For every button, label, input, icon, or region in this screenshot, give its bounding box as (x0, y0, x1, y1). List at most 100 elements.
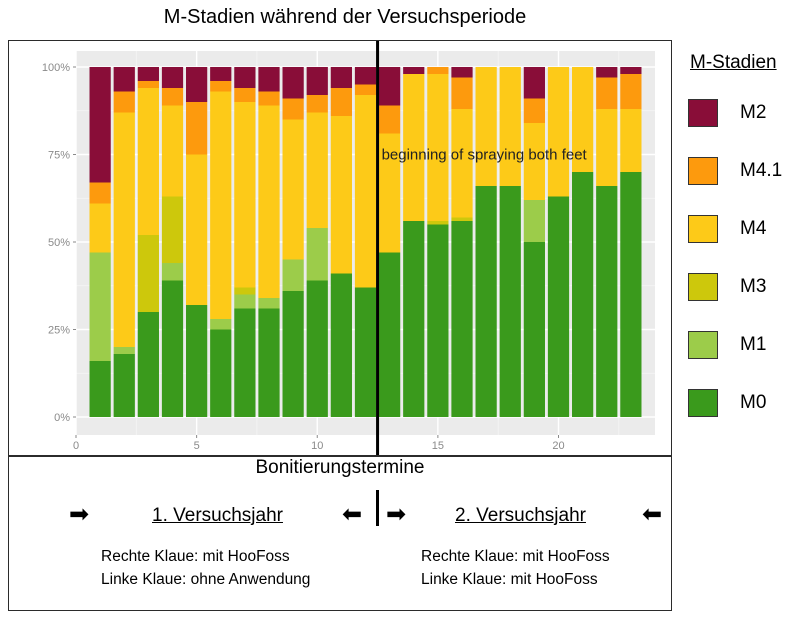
legend-swatch (688, 331, 718, 359)
legend-label: M1 (740, 334, 767, 355)
bar-segment-m0 (620, 172, 642, 417)
legend-label: M2 (740, 102, 767, 123)
bar-segment-m2 (306, 67, 328, 95)
bar-segment-m2 (403, 67, 425, 74)
bar-segment-m0 (379, 252, 401, 417)
bar-segment-m1 (282, 259, 304, 291)
bar-segment-m3 (451, 217, 473, 221)
bar-segment-m0 (210, 329, 232, 417)
bar-segment-m4-1 (282, 98, 304, 120)
bar-segment-m2 (161, 67, 184, 88)
bar-segment-m0 (137, 312, 159, 417)
bar-segment-m4-1 (161, 88, 184, 106)
arrow-left-icon: ⬅ (642, 501, 663, 528)
bar-segment-m0 (113, 354, 135, 417)
bar-segment-m4 (547, 67, 570, 197)
bar-segment-m1 (258, 298, 280, 309)
bar-segment-m4-1 (137, 81, 159, 88)
bar-segment-m4-1 (620, 74, 642, 109)
bar-segment-m4-1 (523, 98, 545, 123)
bar-segment-m2 (113, 67, 135, 92)
bar-segment-m0 (523, 242, 545, 417)
bar-segment-m2 (89, 67, 111, 183)
bar-segment-m0 (89, 361, 111, 417)
legend-swatch (688, 273, 718, 301)
bar-segment-m4-1 (330, 88, 352, 116)
bar-segment-m0 (547, 196, 570, 417)
spraying-annotation: beginning of spraying both feet (382, 147, 588, 164)
y-tick-label: 50% (48, 237, 70, 249)
stacked-bar-chart: 0% 25% 50% 75% 100% 0 5 10 15 20 beginning of spra… (42, 41, 655, 455)
bar-segment-m4-1 (451, 77, 473, 109)
bar-segment-m4-1 (306, 95, 328, 113)
bar-segment-m2 (354, 67, 377, 85)
bar-segment-m3 (234, 287, 256, 295)
bar-segment-m4 (330, 116, 352, 274)
arrow-left-icon: ⬅ (342, 501, 363, 528)
bar-segment-m0 (427, 224, 449, 417)
bar-segment-m4 (596, 109, 618, 186)
bar-segment-m4 (258, 105, 280, 298)
year2-note-right: Rechte Klaue: mit HooFoss (421, 548, 610, 565)
bottom-panel: Bonitierungstermine ➡ 1. Versuchsjahr ⬅ … (8, 456, 672, 611)
bar-segment-m0 (475, 186, 497, 417)
bar-segment-m2 (596, 67, 618, 78)
bar-segment-m2 (258, 67, 280, 92)
arrow-right-icon: ➡ (386, 501, 407, 528)
bar-segment-m4 (572, 67, 594, 172)
bar-segment-m0 (161, 280, 184, 417)
bar-segment-m2 (282, 67, 304, 99)
chart-panel: 0% 25% 50% 75% 100% 0 5 10 15 20 beginning of spra… (8, 40, 672, 456)
bar-segment-m0 (451, 221, 473, 417)
year2-title: 2. Versuchsjahr (455, 505, 586, 526)
bar-segment-m4 (282, 119, 304, 260)
legend-label: M4 (740, 218, 767, 239)
bar-segment-m4 (161, 105, 184, 197)
legend-label: M4.1 (740, 160, 783, 181)
bar-segment-m4 (113, 112, 135, 347)
bar-segment-m2 (330, 67, 352, 88)
bar-segment-m0 (282, 291, 304, 417)
bar-segment-m2 (620, 67, 642, 74)
bar-segment-m4-1 (113, 91, 135, 113)
year1-title: 1. Versuchsjahr (152, 505, 283, 526)
year1-note-right: Rechte Klaue: mit HooFoss (101, 548, 290, 565)
bar-segment-m1 (161, 263, 184, 281)
x-tick-label: 20 (552, 440, 564, 452)
bar-segment-m0 (330, 273, 352, 417)
bar-segment-m4-1 (186, 102, 208, 155)
bar-segment-m0 (499, 186, 521, 417)
bar-segment-m1 (306, 228, 328, 281)
x-axis-label: Bonitierungstermine (255, 457, 425, 478)
bar-segment-m0 (596, 186, 618, 417)
year2-note-left: Linke Klaue: mit HooFoss (421, 571, 598, 588)
bar-segment-m4 (137, 88, 159, 235)
bar-segment-m2 (137, 67, 159, 81)
x-tick-label: 15 (432, 440, 444, 452)
bar-segment-m0 (306, 280, 328, 417)
bar-segment-m1 (234, 294, 256, 309)
y-tick-label: 25% (48, 325, 70, 337)
bar-segment-m4-1 (258, 91, 280, 106)
bar-segment-m0 (354, 287, 377, 417)
bar-segment-m0 (258, 308, 280, 417)
bar-segment-m2 (234, 67, 256, 88)
y-tick-label: 0% (54, 412, 70, 424)
bar-segment-m2 (210, 67, 232, 81)
bar-segment-m2 (186, 67, 208, 102)
bar-segment-m2 (523, 67, 545, 99)
year-divider (376, 490, 379, 526)
bar-segment-m4-1 (89, 182, 111, 204)
bar-segment-m4 (234, 102, 256, 288)
bar-segment-m3 (137, 235, 159, 312)
year1-note-left: Linke Klaue: ohne Anwendung (101, 571, 311, 588)
legend-label: M3 (740, 276, 767, 297)
bar-segment-m0 (234, 308, 256, 417)
bar-segment-m1 (89, 252, 111, 361)
chart-title: M-Stadien während der Versuchsperiode (163, 6, 527, 28)
y-tick-label: 100% (42, 62, 70, 74)
bar-segment-m4-1 (354, 84, 377, 95)
legend-swatch (688, 389, 718, 417)
bar-segment-m4 (306, 112, 328, 228)
x-tick-label: 10 (311, 440, 323, 452)
